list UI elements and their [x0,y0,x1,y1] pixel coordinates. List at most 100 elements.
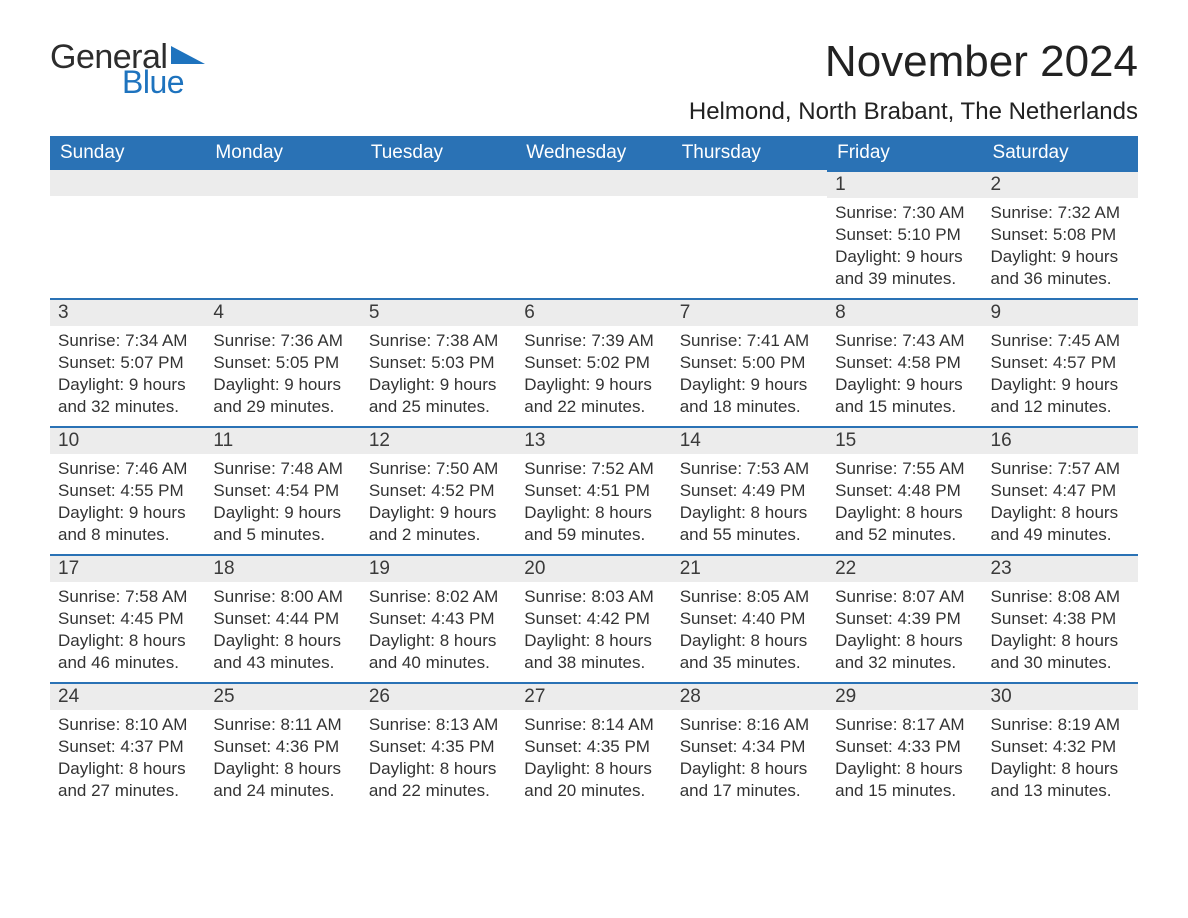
day-day1: Daylight: 9 hours [991,374,1130,396]
day-number: 11 [205,426,360,454]
title-block: November 2024 Helmond, North Brabant, Th… [689,40,1138,126]
calendar-day-cell: 17Sunrise: 7:58 AMSunset: 4:45 PMDayligh… [50,554,205,682]
day-sunset: Sunset: 4:34 PM [680,736,819,758]
day-day2: and 27 minutes. [58,780,197,802]
day-details: Sunrise: 7:45 AMSunset: 4:57 PMDaylight:… [983,326,1138,424]
calendar-day-cell: 13Sunrise: 7:52 AMSunset: 4:51 PMDayligh… [516,426,671,554]
calendar-day-cell [672,170,827,298]
day-details: Sunrise: 7:39 AMSunset: 5:02 PMDaylight:… [516,326,671,424]
day-sunset: Sunset: 4:33 PM [835,736,974,758]
day-day1: Daylight: 8 hours [213,630,352,652]
weekday-header: Sunday [50,136,205,170]
day-sunrise: Sunrise: 7:46 AM [58,458,197,480]
day-day1: Daylight: 9 hours [369,502,508,524]
calendar-week-row: 24Sunrise: 8:10 AMSunset: 4:37 PMDayligh… [50,682,1138,810]
day-sunrise: Sunrise: 8:19 AM [991,714,1130,736]
calendar-day-cell: 16Sunrise: 7:57 AMSunset: 4:47 PMDayligh… [983,426,1138,554]
day-sunset: Sunset: 4:42 PM [524,608,663,630]
day-number: 28 [672,682,827,710]
day-sunrise: Sunrise: 7:36 AM [213,330,352,352]
day-sunrise: Sunrise: 7:57 AM [991,458,1130,480]
day-number: 24 [50,682,205,710]
day-sunrise: Sunrise: 7:38 AM [369,330,508,352]
day-details: Sunrise: 8:13 AMSunset: 4:35 PMDaylight:… [361,710,516,808]
day-sunset: Sunset: 4:48 PM [835,480,974,502]
day-details: Sunrise: 8:16 AMSunset: 4:34 PMDaylight:… [672,710,827,808]
day-sunrise: Sunrise: 7:39 AM [524,330,663,352]
day-number: 18 [205,554,360,582]
day-day1: Daylight: 9 hours [58,502,197,524]
day-number: 29 [827,682,982,710]
day-sunset: Sunset: 4:55 PM [58,480,197,502]
day-details: Sunrise: 7:38 AMSunset: 5:03 PMDaylight:… [361,326,516,424]
day-sunrise: Sunrise: 8:13 AM [369,714,508,736]
day-day1: Daylight: 8 hours [369,630,508,652]
day-day2: and 13 minutes. [991,780,1130,802]
day-number: 15 [827,426,982,454]
day-day2: and 20 minutes. [524,780,663,802]
calendar-day-cell: 29Sunrise: 8:17 AMSunset: 4:33 PMDayligh… [827,682,982,810]
day-number: 25 [205,682,360,710]
day-day2: and 5 minutes. [213,524,352,546]
calendar-day-cell: 23Sunrise: 8:08 AMSunset: 4:38 PMDayligh… [983,554,1138,682]
day-sunrise: Sunrise: 8:00 AM [213,586,352,608]
day-day1: Daylight: 8 hours [991,758,1130,780]
day-sunset: Sunset: 4:43 PM [369,608,508,630]
day-day2: and 49 minutes. [991,524,1130,546]
day-day1: Daylight: 9 hours [524,374,663,396]
calendar-week-row: 10Sunrise: 7:46 AMSunset: 4:55 PMDayligh… [50,426,1138,554]
weekday-header: Monday [205,136,360,170]
page-title: November 2024 [689,40,1138,84]
day-sunset: Sunset: 4:36 PM [213,736,352,758]
day-sunrise: Sunrise: 7:50 AM [369,458,508,480]
weekday-header: Tuesday [361,136,516,170]
day-sunset: Sunset: 4:57 PM [991,352,1130,374]
day-sunrise: Sunrise: 8:10 AM [58,714,197,736]
day-day1: Daylight: 8 hours [991,502,1130,524]
day-sunset: Sunset: 5:08 PM [991,224,1130,246]
calendar-day-cell: 3Sunrise: 7:34 AMSunset: 5:07 PMDaylight… [50,298,205,426]
day-sunrise: Sunrise: 7:58 AM [58,586,197,608]
day-sunset: Sunset: 5:07 PM [58,352,197,374]
calendar-week-row: 1Sunrise: 7:30 AMSunset: 5:10 PMDaylight… [50,170,1138,298]
calendar-day-cell: 20Sunrise: 8:03 AMSunset: 4:42 PMDayligh… [516,554,671,682]
day-details: Sunrise: 7:46 AMSunset: 4:55 PMDaylight:… [50,454,205,552]
day-day1: Daylight: 8 hours [835,630,974,652]
day-day1: Daylight: 8 hours [524,502,663,524]
day-day2: and 32 minutes. [58,396,197,418]
day-day1: Daylight: 8 hours [524,758,663,780]
day-number: 26 [361,682,516,710]
day-day2: and 39 minutes. [835,268,974,290]
day-day2: and 52 minutes. [835,524,974,546]
calendar-day-cell: 15Sunrise: 7:55 AMSunset: 4:48 PMDayligh… [827,426,982,554]
calendar-day-cell: 14Sunrise: 7:53 AMSunset: 4:49 PMDayligh… [672,426,827,554]
day-details: Sunrise: 8:10 AMSunset: 4:37 PMDaylight:… [50,710,205,808]
day-sunrise: Sunrise: 8:08 AM [991,586,1130,608]
calendar-day-cell: 8Sunrise: 7:43 AMSunset: 4:58 PMDaylight… [827,298,982,426]
day-number-empty [361,170,516,196]
day-day2: and 30 minutes. [991,652,1130,674]
calendar-day-cell: 1Sunrise: 7:30 AMSunset: 5:10 PMDaylight… [827,170,982,298]
day-details: Sunrise: 8:17 AMSunset: 4:33 PMDaylight:… [827,710,982,808]
day-sunrise: Sunrise: 7:52 AM [524,458,663,480]
weekday-header: Wednesday [516,136,671,170]
day-sunset: Sunset: 4:44 PM [213,608,352,630]
day-sunset: Sunset: 4:54 PM [213,480,352,502]
day-day2: and 24 minutes. [213,780,352,802]
day-day1: Daylight: 9 hours [58,374,197,396]
day-sunset: Sunset: 4:37 PM [58,736,197,758]
day-day1: Daylight: 8 hours [213,758,352,780]
day-day1: Daylight: 8 hours [524,630,663,652]
calendar-day-cell [516,170,671,298]
day-sunrise: Sunrise: 8:03 AM [524,586,663,608]
day-number: 8 [827,298,982,326]
day-details: Sunrise: 8:14 AMSunset: 4:35 PMDaylight:… [516,710,671,808]
day-number: 9 [983,298,1138,326]
day-number-empty [50,170,205,196]
day-day2: and 35 minutes. [680,652,819,674]
day-day2: and 59 minutes. [524,524,663,546]
calendar-day-cell: 12Sunrise: 7:50 AMSunset: 4:52 PMDayligh… [361,426,516,554]
day-details: Sunrise: 7:57 AMSunset: 4:47 PMDaylight:… [983,454,1138,552]
calendar-day-cell: 18 Sunrise: 8:00 AMSunset: 4:44 PMDayligh… [205,554,360,682]
day-details: Sunrise: 7:30 AMSunset: 5:10 PMDaylight:… [827,198,982,296]
